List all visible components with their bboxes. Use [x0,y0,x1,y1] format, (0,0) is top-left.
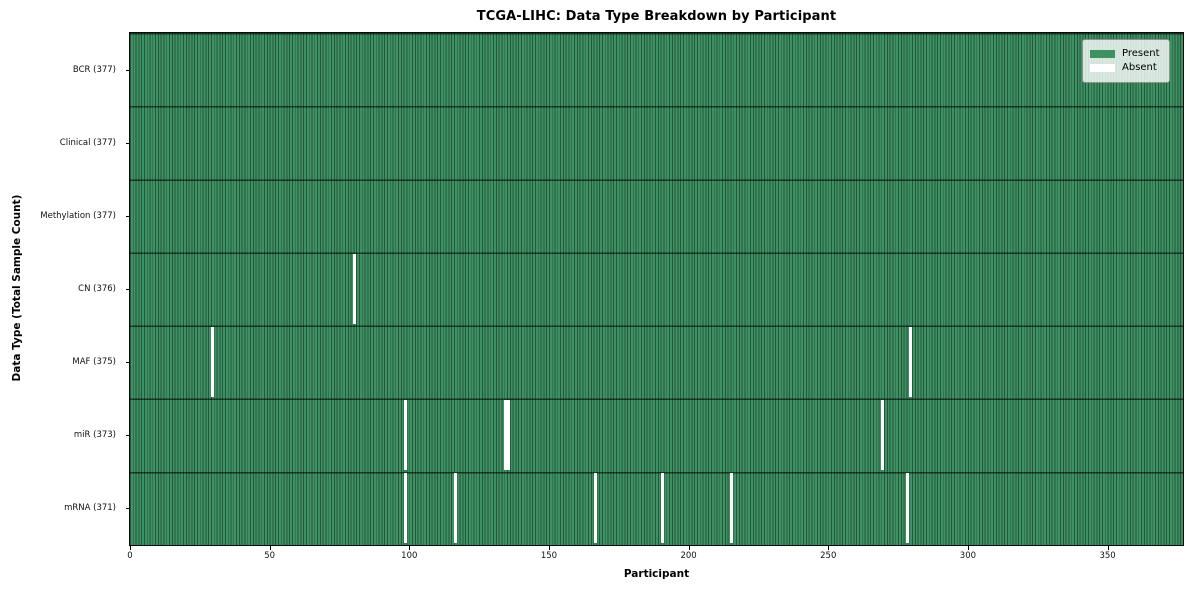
legend-label-absent: Absent [1122,62,1157,73]
plot-area: Present Absent [129,32,1184,546]
chart-title: TCGA-LIHC: Data Type Breakdown by Partic… [476,9,837,24]
x-tick-mark-150 [548,546,550,550]
absent-cell-mRNA-190 [660,473,664,544]
x-tick-mark-50 [269,546,271,550]
y-tick-mark-MAF [125,362,129,364]
x-tick-label-350: 350 [1099,551,1116,561]
y-tick-label-Methylation: Methylation (377) [40,210,116,221]
y-tick-label-MAF: MAF (375) [72,357,116,368]
legend-label-present: Present [1122,48,1160,59]
x-tick-label-250: 250 [820,551,837,561]
absent-cell-mRNA-166 [593,473,597,544]
x-tick-mark-300 [967,546,969,550]
legend-swatch-absent-icon [1090,64,1115,72]
x-tick-label-150: 150 [540,551,558,561]
absent-cell-mRNA-215 [730,473,734,544]
x-tick-mark-100 [409,546,411,550]
y-tick-mark-CN [125,289,129,290]
x-tick-label-100: 100 [401,551,418,561]
x-tick-mark-250 [828,546,830,550]
y-tick-label-miR: miR (373) [73,430,116,441]
legend-item-absent: Absent [1090,62,1160,74]
y-tick-label-Clinical: Clinical (377) [59,137,116,148]
x-tick-mark-0 [130,546,131,550]
y-tick-mark-Methylation [125,215,129,217]
absent-cell-miR-135 [506,400,511,471]
absent-cell-miR-98 [403,400,407,471]
y-tick-label-CN: CN (376) [78,284,116,294]
absent-cell-MAF-279 [909,327,913,398]
x-tick-label-200: 200 [680,551,697,561]
x-tick-mark-350 [1107,546,1109,550]
y-tick-mark-mRNA [125,508,129,510]
absent-cell-miR-269 [881,400,885,471]
y-tick-label-BCR: BCR (377) [72,64,116,75]
absent-cell-mRNA-116 [453,473,457,544]
absent-cell-MAF-29 [210,327,214,398]
y-tick-label-mRNA: mRNA (371) [64,503,116,514]
y-tick-mark-BCR [125,69,129,71]
x-tick-label-50: 50 [264,551,276,561]
x-axis-label: Participant [623,568,690,580]
x-tick-mark-200 [688,546,690,550]
legend: Present Absent [1082,39,1170,83]
legend-item-present: Present [1090,48,1160,60]
x-tick-label-0: 0 [127,551,133,561]
absent-cell-mRNA-278 [906,473,910,544]
y-tick-mark-miR [125,435,129,437]
x-tick-label-300: 300 [959,551,977,561]
absent-cell-mRNA-98 [403,473,407,544]
legend-swatch-present-icon [1090,50,1115,58]
absent-cell-miR-134 [504,400,508,471]
absent-cell-CN-80 [353,254,357,324]
y-tick-mark-Clinical [125,142,129,144]
